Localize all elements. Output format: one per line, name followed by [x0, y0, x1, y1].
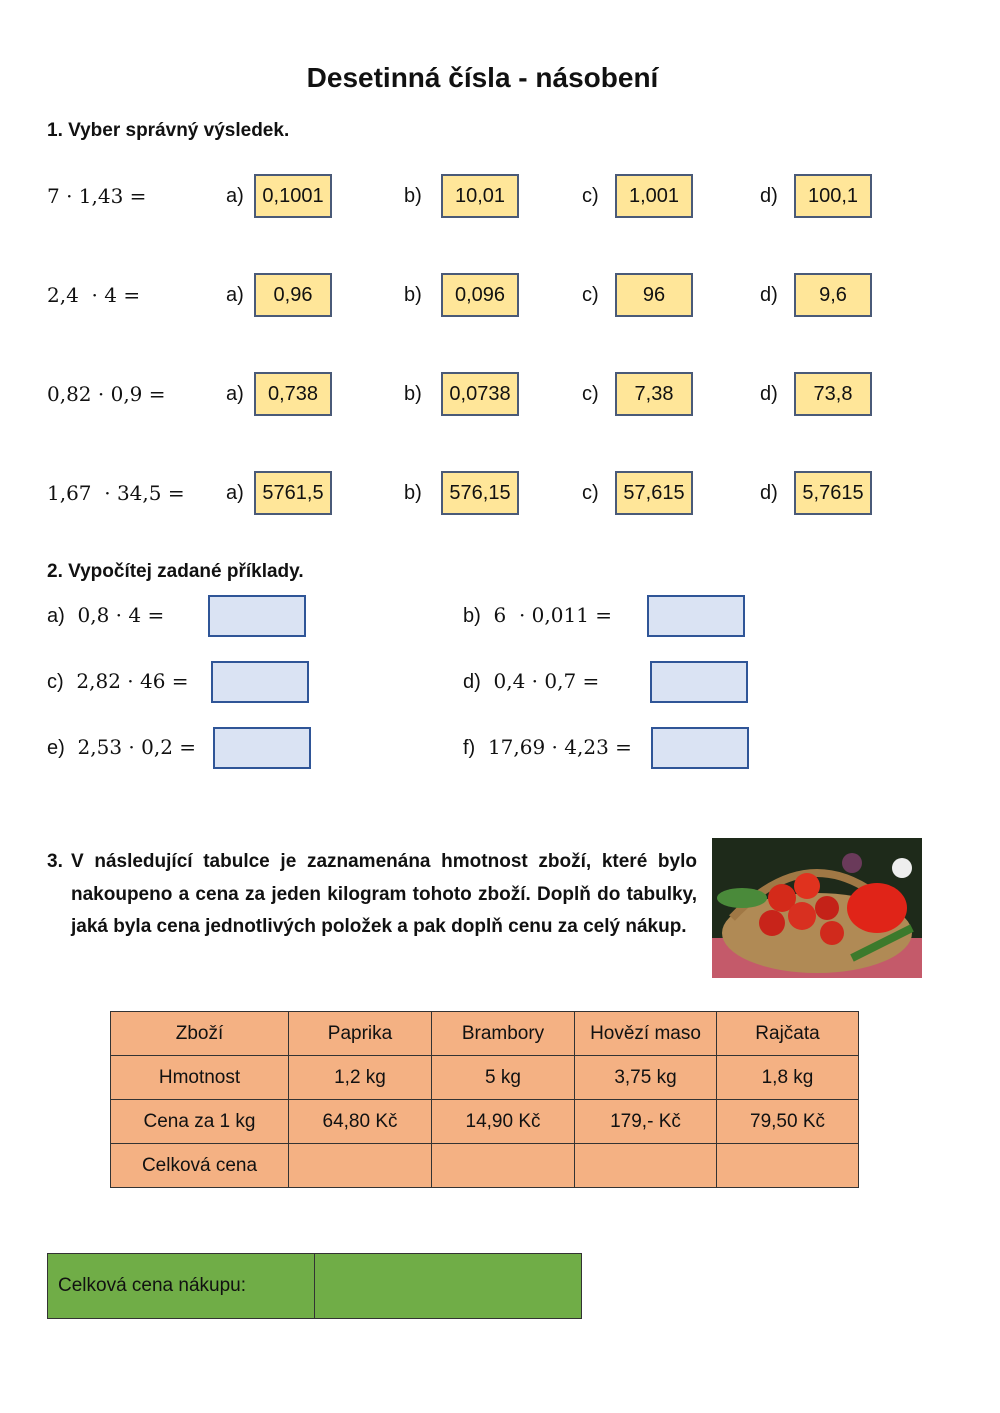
table-row: Zboží Paprika Brambory Hovězí maso Rajčata — [110, 1011, 859, 1056]
table-cell: Cena za 1 kg — [110, 1099, 289, 1144]
expression: 7 · 1,43 = — [47, 184, 147, 208]
answer-input[interactable] — [650, 661, 748, 703]
vegetable-basket-photo — [712, 838, 922, 978]
answer-option[interactable]: 57,615 — [615, 471, 693, 515]
exercise-label: d) — [463, 671, 481, 693]
price-input-cell[interactable] — [716, 1143, 859, 1188]
answer-option[interactable]: 0,738 — [254, 372, 332, 416]
price-input-cell[interactable] — [431, 1143, 575, 1188]
table-cell: Zboží — [110, 1011, 289, 1056]
goods-table: Zboží Paprika Brambory Hovězí maso Rajčata Hm… — [110, 1011, 859, 1188]
option-label: a) — [226, 383, 244, 405]
exercise-b: b) 6 · 0,011 = — [463, 603, 612, 628]
table-cell: 5 kg — [431, 1055, 575, 1100]
option-label: d) — [760, 482, 778, 504]
exercise-expression: 0,4 · 0,7 = — [493, 669, 600, 693]
table-cell: 1,8 kg — [716, 1055, 859, 1100]
table-cell: Hovězí maso — [574, 1011, 717, 1056]
option-label: c) — [582, 482, 599, 504]
answer-option[interactable]: 0,96 — [254, 273, 332, 317]
table-cell: 64,80 Kč — [288, 1099, 432, 1144]
exercise-label: a) — [47, 605, 65, 627]
section2-heading: 2. Vypočítej zadané příklady. — [47, 561, 304, 582]
option-label: c) — [582, 383, 599, 405]
option-label: d) — [760, 383, 778, 405]
answer-option[interactable]: 0,1001 — [254, 174, 332, 218]
expression: 0,82 · 0,9 = — [47, 382, 166, 406]
answer-option[interactable]: 9,6 — [794, 273, 872, 317]
table-cell: 14,90 Kč — [431, 1099, 575, 1144]
exercise-e: e) 2,53 · 0,2 = — [47, 735, 196, 760]
total-price-table: Celková cena nákupu: — [47, 1253, 582, 1319]
table-cell: Rajčata — [716, 1011, 859, 1056]
exercise-expression: 6 · 0,011 = — [493, 603, 613, 627]
section3-instructions: 3. V následující tabulce je zaznamenána … — [47, 846, 697, 944]
option-label: d) — [760, 185, 778, 207]
expression: 2,4 · 4 = — [47, 283, 141, 307]
answer-input[interactable] — [651, 727, 749, 769]
option-label: d) — [760, 284, 778, 306]
price-input-cell[interactable] — [574, 1143, 717, 1188]
exercise-label: e) — [47, 737, 65, 759]
exercise-expression: 17,69 · 4,23 = — [487, 735, 632, 759]
option-label: a) — [226, 284, 244, 306]
answer-option[interactable]: 1,001 — [615, 174, 693, 218]
exercise-label: b) — [463, 605, 481, 627]
table-cell: 3,75 kg — [574, 1055, 717, 1100]
answer-option[interactable]: 5761,5 — [254, 471, 332, 515]
table-row: Celková cena — [110, 1143, 859, 1188]
answer-option[interactable]: 5,7615 — [794, 471, 872, 515]
table-row: Hmotnost 1,2 kg 5 kg 3,75 kg 1,8 kg — [110, 1055, 859, 1100]
option-label: b) — [404, 185, 422, 207]
exercise-a: a) 0,8 · 4 = — [47, 603, 164, 628]
page-title: Desetinná čísla - násobení — [306, 62, 659, 93]
section3-number: 3. — [47, 851, 63, 872]
option-label: b) — [404, 482, 422, 504]
answer-option[interactable]: 576,15 — [441, 471, 519, 515]
exercise-c: c) 2,82 · 46 = — [47, 669, 189, 694]
answer-input[interactable] — [647, 595, 745, 637]
option-label: b) — [404, 383, 422, 405]
total-price-label: Celková cena nákupu: — [47, 1253, 315, 1319]
table-cell: Brambory — [431, 1011, 575, 1056]
exercise-f: f) 17,69 · 4,23 = — [463, 735, 632, 760]
table-cell: Celková cena — [110, 1143, 289, 1188]
exercise-expression: 2,82 · 46 = — [76, 669, 189, 693]
exercise-label: c) — [47, 671, 64, 693]
answer-option[interactable]: 0,0738 — [441, 372, 519, 416]
answer-option[interactable]: 100,1 — [794, 174, 872, 218]
option-label: b) — [404, 284, 422, 306]
table-row: Cena za 1 kg 64,80 Kč 14,90 Kč 179,- Kč 79,5… — [110, 1099, 859, 1144]
answer-option[interactable]: 10,01 — [441, 174, 519, 218]
exercise-label: f) — [463, 737, 476, 759]
option-label: a) — [226, 482, 244, 504]
section3-text: V následující tabulce je zaznamenána hmo… — [71, 851, 697, 937]
exercise-expression: 2,53 · 0,2 = — [77, 735, 197, 759]
option-label: a) — [226, 185, 244, 207]
answer-option[interactable]: 7,38 — [615, 372, 693, 416]
total-price-input[interactable] — [314, 1253, 582, 1319]
table-cell: 1,2 kg — [288, 1055, 432, 1100]
answer-option[interactable]: 0,096 — [441, 273, 519, 317]
table-cell: Hmotnost — [110, 1055, 289, 1100]
table-cell: Paprika — [288, 1011, 432, 1056]
exercise-expression: 0,8 · 4 = — [77, 603, 165, 627]
answer-option[interactable]: 96 — [615, 273, 693, 317]
price-input-cell[interactable] — [288, 1143, 432, 1188]
option-label: c) — [582, 284, 599, 306]
answer-input[interactable] — [211, 661, 309, 703]
table-cell: 79,50 Kč — [716, 1099, 859, 1144]
answer-input[interactable] — [208, 595, 306, 637]
expression: 1,67 · 34,5 = — [47, 481, 185, 505]
answer-option[interactable]: 73,8 — [794, 372, 872, 416]
answer-input[interactable] — [213, 727, 311, 769]
section1-heading: 1. Vyber správný výsledek. — [47, 120, 290, 141]
table-cell: 179,- Kč — [574, 1099, 717, 1144]
option-label: c) — [582, 185, 599, 207]
exercise-d: d) 0,4 · 0,7 = — [463, 669, 599, 694]
